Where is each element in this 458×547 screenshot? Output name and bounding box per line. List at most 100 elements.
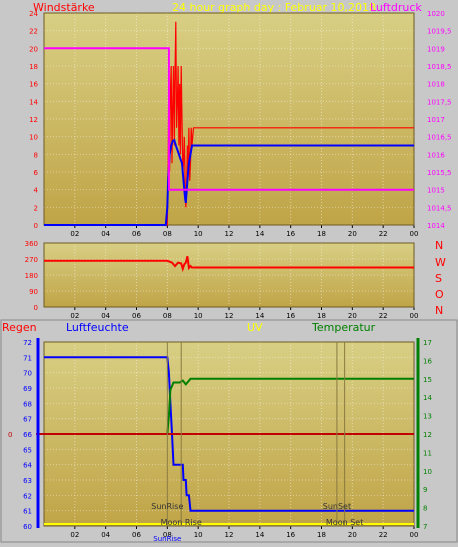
y-tick-label: 180 — [25, 272, 38, 280]
temperature-axis-title: Temperatur — [311, 321, 376, 334]
x-tick-label: 04 — [101, 531, 110, 539]
x-tick-label: 00 — [410, 312, 419, 320]
wind-axis-title: Windstärke — [33, 1, 95, 14]
y2-tick-label: 1015,5 — [427, 169, 452, 177]
series-line — [44, 47, 414, 191]
y2-tick-label: 8 — [423, 505, 427, 513]
series-line — [44, 377, 414, 435]
x-tick-label: 14 — [255, 312, 264, 320]
y-tick-label: 4 — [34, 187, 39, 195]
y-tick-label: 72 — [23, 339, 32, 347]
y2-tick-label: 1017,5 — [427, 98, 452, 106]
y2-tick-label: 11 — [423, 449, 432, 457]
annotation-layer: SunRise Moon Rise SunSet Moon Set SunRise — [151, 342, 363, 543]
x-tick-label: 18 — [317, 230, 326, 238]
y2-tick-label: 1014,5 — [427, 204, 452, 212]
y2-tick-label: 16 — [423, 357, 432, 365]
y2-tick-label: 14 — [423, 394, 432, 402]
y2-tick-label: 1019 — [427, 45, 445, 53]
rain-axis-title: Regen — [2, 321, 37, 334]
y-tick-label: 70 — [23, 370, 32, 378]
series-layer — [36, 21, 414, 525]
chart-title: 24 hour graph day : Februar 10,2018 — [172, 1, 376, 14]
y-tick-label: 10 — [29, 134, 38, 142]
event-label: Moon Rise — [161, 518, 202, 527]
y-tick-label: 68 — [23, 400, 32, 408]
y-tick-label: 64 — [23, 462, 32, 470]
x-tick-label: 02 — [70, 531, 79, 539]
x-tick-label: 10 — [194, 312, 203, 320]
y-tick-label: 60 — [23, 523, 32, 531]
y-tick-label: 360 — [25, 240, 38, 248]
direction-label-n-top: N — [435, 239, 443, 252]
x-tick-label: 00 — [410, 531, 419, 539]
direction-label-s: S — [435, 272, 442, 285]
y-tick-label: 12 — [29, 116, 38, 124]
y-tick-label: 20 — [29, 45, 38, 53]
x-tick-label: 16 — [286, 230, 295, 238]
x-tick-label: 16 — [286, 531, 295, 539]
x-tick-label: 12 — [225, 312, 234, 320]
y-tick-label: 69 — [23, 385, 32, 393]
y-tick-label: 67 — [23, 416, 32, 424]
x-tick-label: 18 — [317, 531, 326, 539]
event-label: SunRise — [151, 502, 183, 511]
direction-label-n-bottom: N — [435, 304, 443, 317]
series-line — [44, 21, 414, 226]
y-tick-label: 8 — [34, 151, 38, 159]
y2-tick-label: 1016,5 — [427, 134, 452, 142]
y2-tick-label: 1019,5 — [427, 28, 452, 36]
y2-tick-label: 15 — [423, 376, 432, 384]
y-tick-label: 2 — [34, 204, 38, 212]
x-tick-label: 14 — [255, 531, 264, 539]
sunrise-bottom-label: SunRise — [153, 535, 181, 543]
y-tick-label: 90 — [29, 288, 38, 296]
series-line — [44, 256, 414, 273]
y-tick-label: 6 — [34, 169, 39, 177]
y-tick-label: 62 — [23, 492, 32, 500]
y2-tick-label: 1014 — [427, 222, 445, 230]
grid-layer — [44, 12, 415, 527]
y-tick-label: 18 — [29, 63, 38, 71]
y2-tick-label: 9 — [423, 486, 427, 494]
y2-tick-label: 13 — [423, 413, 432, 421]
y-tick-label: 61 — [23, 508, 32, 516]
y-tick-label: 22 — [29, 28, 38, 36]
y-tick-label: 65 — [23, 446, 32, 454]
x-tick-label: 08 — [163, 531, 172, 539]
y-tick-label: 71 — [23, 354, 32, 362]
uv-axis-title: UV — [247, 321, 263, 334]
y-tick-label: 14 — [29, 98, 38, 106]
y2-tick-label: 1018 — [427, 81, 445, 89]
y-tick-label: 63 — [23, 477, 32, 485]
x-tick-label: 22 — [379, 230, 388, 238]
bottom-frame — [0, 319, 458, 543]
y2-tick-label: 17 — [423, 339, 432, 347]
x-tick-label: 20 — [348, 312, 357, 320]
direction-panel — [44, 243, 414, 307]
x-tick-label: 06 — [132, 312, 141, 320]
x-tick-label: 14 — [255, 230, 264, 238]
x-tick-label: 08 — [163, 230, 172, 238]
plot-frame — [43, 242, 415, 308]
x-tick-label: 20 — [348, 230, 357, 238]
pressure-axis-title: Luftdruck — [370, 1, 422, 14]
x-tick-label: 22 — [379, 312, 388, 320]
humidity-axis-title: Luftfeuchte — [66, 321, 129, 334]
y-tick-label: 0 — [34, 304, 38, 312]
x-tick-label: 12 — [225, 230, 234, 238]
y2-tick-label: 1016 — [427, 151, 445, 159]
x-tick-label: 12 — [225, 531, 234, 539]
y-tick-label: 270 — [25, 256, 38, 264]
x-tick-label: 20 — [348, 531, 357, 539]
x-tick-label: 06 — [132, 531, 141, 539]
y-tick-label: 24 — [29, 10, 38, 18]
x-tick-label: 18 — [317, 312, 326, 320]
y-tick-label: 16 — [29, 81, 38, 89]
y-tick-label: 66 — [23, 431, 32, 439]
plot-frame — [43, 12, 415, 226]
y2-tick-label: 1017 — [427, 116, 445, 124]
x-tick-label: 02 — [70, 230, 79, 238]
